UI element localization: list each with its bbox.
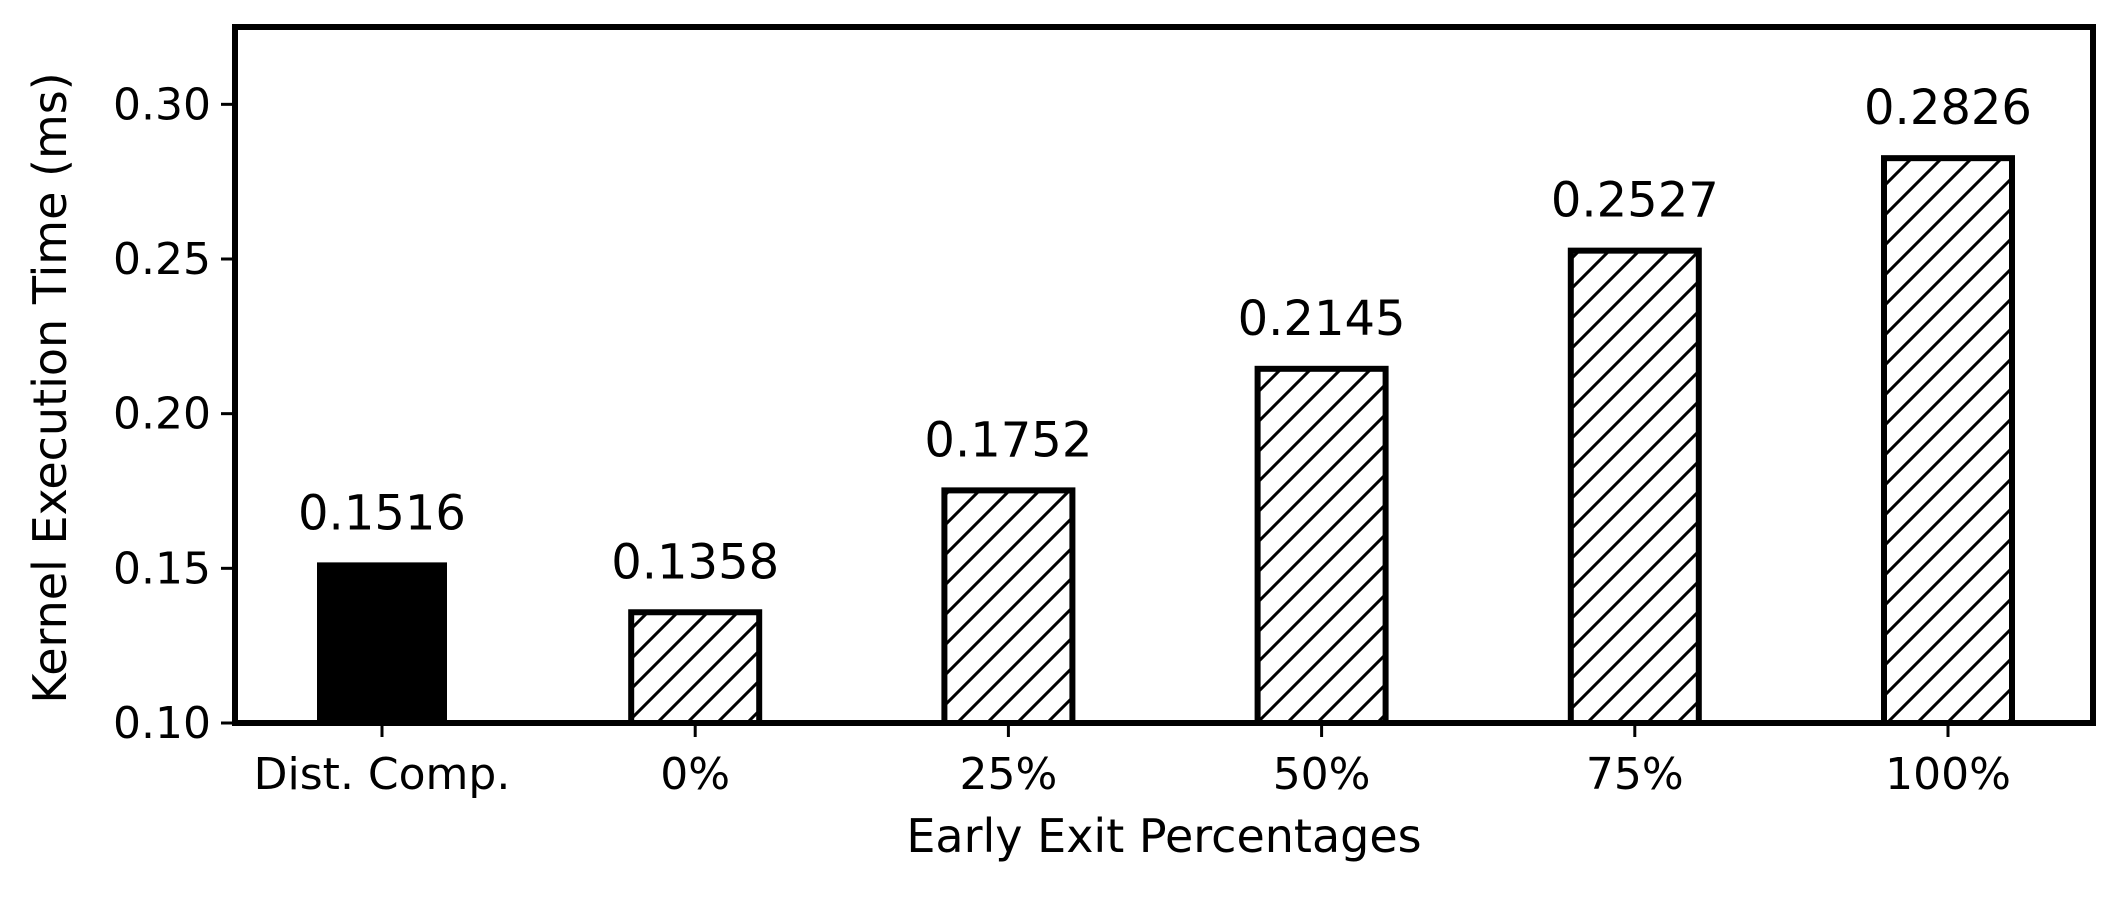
x-tick-label-2: 25% xyxy=(960,749,1058,800)
y-axis: 0.10 0.15 0.20 0.25 0.30 xyxy=(113,79,235,749)
data-label-0: 0.1516 xyxy=(298,485,466,541)
x-tick-label-1: 0% xyxy=(660,749,730,800)
data-labels-layer: 0.1516 0.1358 0.1752 0.2145 0.2527 0.2826 xyxy=(298,80,2032,590)
x-axis-label: Early Exit Percentages xyxy=(906,809,1421,863)
data-label-2: 0.1752 xyxy=(924,412,1092,468)
data-label-1: 0.1358 xyxy=(611,534,779,590)
data-label-3: 0.2145 xyxy=(1238,291,1406,347)
y-tick-label-0: 0.10 xyxy=(113,698,211,749)
bar-1 xyxy=(628,609,763,726)
y-tick-label-4: 0.30 xyxy=(113,79,211,130)
y-tick-label-1: 0.15 xyxy=(113,543,211,594)
bar-2 xyxy=(941,487,1076,727)
x-tick-label-4: 75% xyxy=(1586,749,1684,800)
bar-0 xyxy=(317,562,447,724)
x-tick-label-3: 50% xyxy=(1273,749,1371,800)
bar-3 xyxy=(1254,365,1389,726)
y-tick-label-2: 0.20 xyxy=(113,389,211,440)
bars-layer xyxy=(317,155,2015,727)
x-axis: Dist. Comp. 0% 25% 50% 75% 100% xyxy=(254,723,2011,800)
data-label-5: 0.2826 xyxy=(1864,80,2032,136)
x-tick-label-5: 100% xyxy=(1885,749,2011,800)
y-axis-label: Kernel Execution Time (ms) xyxy=(23,72,77,703)
y-tick-label-3: 0.25 xyxy=(113,234,211,285)
data-label-4: 0.2527 xyxy=(1551,173,1719,229)
plot-frame xyxy=(232,24,2096,726)
bar-4 xyxy=(1567,247,1702,726)
x-tick-label-0: Dist. Comp. xyxy=(254,749,511,800)
bar-5 xyxy=(1881,155,2015,726)
